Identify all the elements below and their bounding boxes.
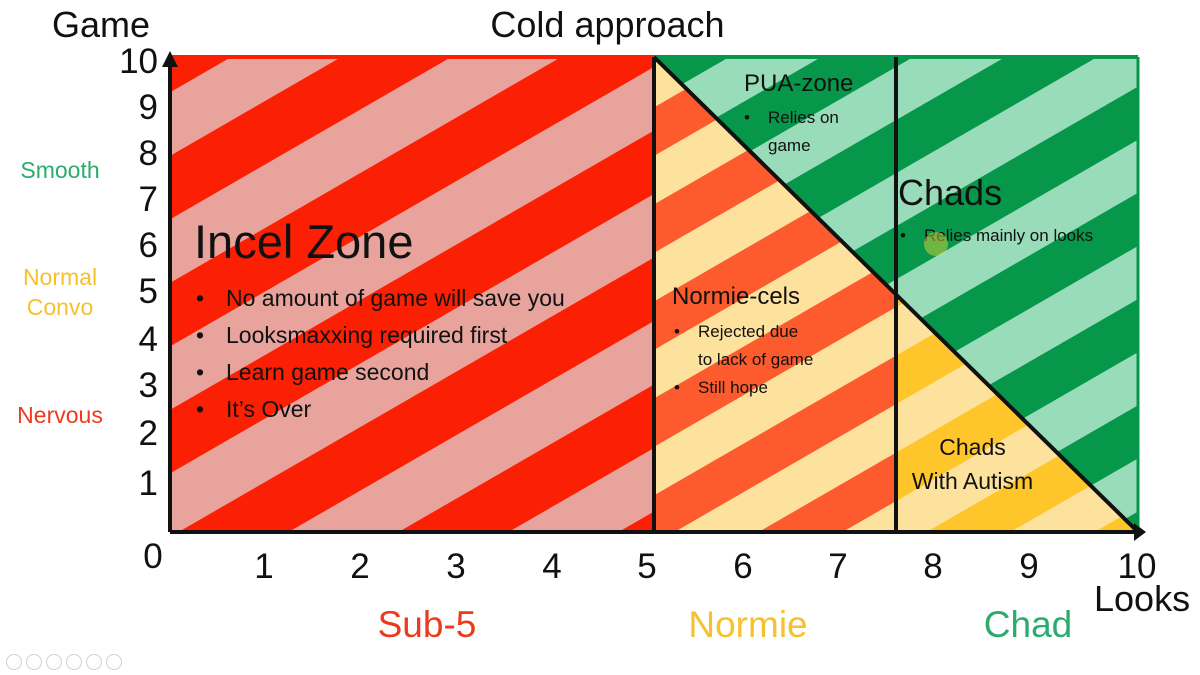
list-item: Learn game second: [192, 354, 565, 391]
x-tick-label: 0: [143, 537, 163, 576]
y-tick-label: 8: [138, 134, 158, 173]
zoom-icon[interactable]: [86, 654, 102, 670]
chads-with-autism-title: Chads With Autism: [911, 434, 1034, 494]
list-item: Looksmaxxing required first: [192, 317, 565, 354]
x-tick-label: 8: [923, 547, 943, 586]
chads-region: [896, 57, 1138, 532]
y-tick-label: 9: [138, 88, 158, 127]
zone-boundaries: [162, 51, 1146, 541]
chart-title: Cold approach: [490, 4, 725, 45]
y-tick-label: 5: [138, 272, 158, 311]
x-tick-label: 1: [254, 547, 274, 586]
chads-title: Chads: [898, 172, 1003, 213]
y-axis-title: Game: [52, 4, 151, 45]
x-tick-label: 3: [446, 547, 466, 586]
x-axis-title: Looks: [1094, 578, 1191, 619]
chads-bullets: Relies mainly on looks: [896, 222, 1093, 250]
diagonal-line: [652, 55, 1140, 534]
list-item: Still hope: [670, 374, 813, 402]
x-tick-label: 6: [733, 547, 753, 586]
list-item: No amount of game will save you: [192, 280, 565, 317]
game-level-smooth: Smooth: [20, 157, 100, 183]
y-tick-label: 2: [138, 414, 158, 453]
previous-icon[interactable]: [6, 654, 22, 670]
list-item: Relies on game: [740, 104, 870, 160]
y-tick-label: 10: [119, 42, 158, 81]
y-tick-label: 3: [138, 366, 158, 405]
normie-cels-bullets: Rejected due to lack of game Still hope: [670, 318, 813, 402]
x-tick-label: 7: [828, 547, 848, 586]
video-player-controls[interactable]: [6, 654, 122, 670]
look-band-chad: Chad: [983, 604, 1073, 645]
game-level-nervous: Nervous: [17, 402, 103, 428]
pua-zone-bullets: Relies on game: [740, 104, 870, 160]
play-icon[interactable]: [26, 654, 42, 670]
x-tick-label: 4: [542, 547, 562, 586]
incel-zone-title: Incel Zone: [194, 215, 414, 268]
normie-cels-title: Normie-cels: [672, 283, 801, 310]
game-level-normal-convo: Normal Convo: [22, 264, 98, 320]
menu-icon[interactable]: [106, 654, 122, 670]
y-tick-label: 1: [138, 464, 158, 503]
y-tick-label: 6: [138, 226, 158, 265]
look-band-normie: Normie: [688, 604, 808, 645]
x-tick-label: 2: [350, 547, 370, 586]
cursor-highlight: [924, 232, 948, 256]
look-band-sub5: Sub-5: [377, 604, 477, 645]
normie-cels-region: [654, 57, 896, 532]
list-item: Rejected due to lack of game: [670, 318, 813, 374]
x-tick-label: 9: [1019, 547, 1039, 586]
y-tick-label: 7: [138, 180, 158, 219]
x-axis-arrowhead: [1134, 523, 1146, 541]
pua-zone-title: PUA-zone: [744, 70, 854, 97]
list-item: It’s Over: [192, 391, 565, 428]
pen-icon[interactable]: [66, 654, 82, 670]
next-icon[interactable]: [46, 654, 62, 670]
incel-zone-bullets: No amount of game will save you Looksmax…: [192, 280, 565, 428]
y-tick-label: 4: [138, 320, 158, 359]
list-item: Relies mainly on looks: [896, 222, 1093, 250]
x-tick-label: 10: [1117, 547, 1157, 586]
y-axis-arrowhead: [162, 51, 178, 67]
x-tick-label: 5: [637, 547, 657, 586]
